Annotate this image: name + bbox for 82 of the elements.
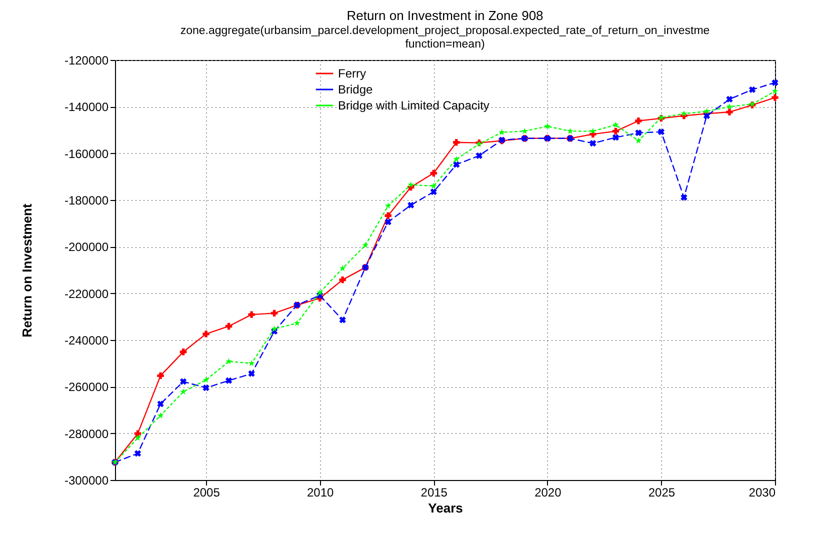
point (339, 276, 346, 284)
point (430, 188, 437, 196)
point (134, 450, 142, 457)
point (430, 170, 437, 177)
chart-subtitle: zone.aggregate(urbansim_parcel.development_project_proposal.expected_rate_of_return_on_investme function=mean) (180, 25, 710, 50)
x-axis-title: Years (428, 500, 463, 516)
x-tick-label: 2030 (748, 486, 776, 500)
x-tick-label: 2010 (306, 486, 334, 500)
legend-label: Ferry (338, 66, 366, 80)
point (635, 129, 642, 136)
point (612, 134, 620, 141)
point (294, 320, 300, 326)
point (772, 79, 778, 86)
point (180, 388, 186, 395)
point (748, 86, 756, 93)
y-axis-title: Return on Investment (19, 203, 34, 338)
point (134, 434, 141, 441)
y-tick-label: -260000 (64, 380, 109, 394)
point (316, 289, 324, 296)
point (271, 325, 278, 332)
point (680, 110, 688, 116)
point (384, 218, 392, 226)
point (612, 122, 619, 128)
point (453, 156, 460, 162)
chart-title: Return on Investment in Zone 908 (346, 8, 544, 23)
point (544, 122, 551, 129)
point (408, 181, 414, 188)
point (180, 348, 187, 356)
point (157, 372, 164, 380)
x-tick-label: 2015 (420, 486, 448, 500)
point (157, 400, 164, 408)
x-tick-label: 2020 (534, 486, 562, 500)
y-tick-label: -200000 (64, 240, 109, 254)
point (726, 108, 733, 116)
point (225, 377, 232, 384)
point (476, 152, 482, 159)
y-tick-label: -180000 (64, 194, 109, 208)
y-tick-label: -280000 (64, 426, 109, 441)
point (612, 128, 620, 135)
point (726, 103, 733, 110)
point (248, 370, 255, 377)
point (635, 118, 642, 124)
point (408, 202, 414, 208)
y-tick-label: -120000 (64, 54, 109, 68)
legend-label: Bridge (338, 82, 374, 96)
y-tick-label: -300000 (64, 474, 109, 488)
x-tick-label: 2025 (648, 486, 676, 500)
y-tick-label: -160000 (64, 146, 109, 161)
point (248, 360, 255, 366)
point (362, 242, 369, 248)
point (772, 94, 778, 101)
point (226, 358, 232, 364)
point (384, 202, 392, 209)
point (453, 161, 460, 168)
point (590, 140, 596, 147)
point (202, 330, 210, 338)
point (202, 384, 210, 392)
point (180, 378, 187, 385)
point (430, 182, 437, 189)
point (248, 311, 255, 318)
point (658, 128, 665, 136)
point (635, 137, 642, 144)
point (202, 376, 210, 383)
y-tick-label: -220000 (64, 286, 109, 301)
point (726, 96, 733, 103)
point (498, 128, 506, 136)
point (384, 212, 392, 219)
point (339, 316, 346, 324)
point (157, 412, 164, 418)
point (680, 194, 688, 201)
x-tick-label: 2005 (193, 486, 220, 500)
point (772, 88, 778, 94)
point (453, 139, 460, 146)
legend-label: Bridge with Limited Capacity (338, 98, 490, 112)
point (225, 322, 232, 330)
point (270, 310, 278, 317)
y-tick-label: -140000 (64, 100, 109, 114)
point (704, 108, 710, 114)
point (521, 128, 528, 134)
y-tick-label: -240000 (64, 334, 109, 348)
point (339, 265, 346, 272)
point (566, 128, 574, 134)
